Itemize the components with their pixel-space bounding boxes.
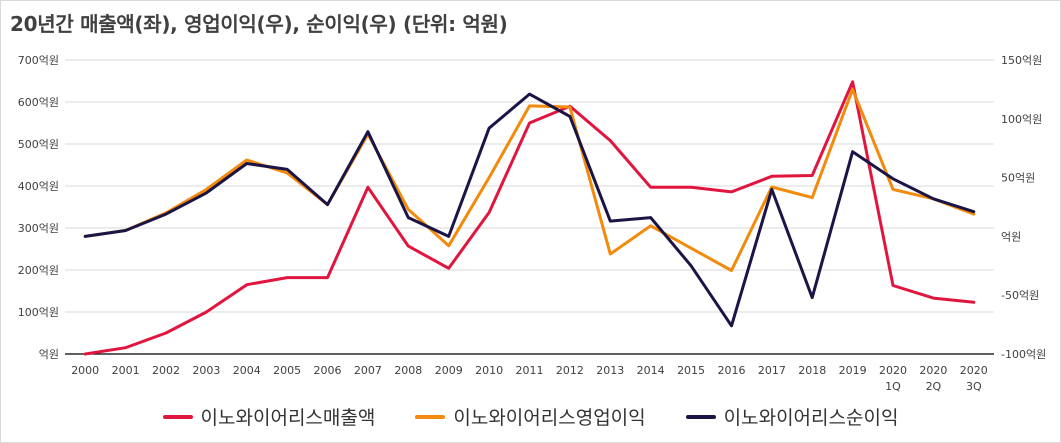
x-axis-tick-label: 3Q [966, 380, 982, 393]
x-axis-tick-label: 2012 [556, 364, 584, 377]
x-axis-tick-label: 2004 [233, 364, 261, 377]
x-axis-tick-label: 1Q [885, 380, 901, 393]
left-axis-tick-label: 400억원 [18, 180, 59, 193]
legend-label-net-profit: 이노와이어리스순이익 [723, 407, 899, 429]
right-axis-tick-label: 150억원 [1001, 54, 1042, 67]
legend-item-revenue: 이노와이어리스매출액 [162, 403, 376, 430]
x-axis-tick-label: 2000 [71, 364, 99, 377]
x-axis-tick-label: 2Q [926, 380, 942, 393]
legend-item-net-profit: 이노와이어리스순이익 [685, 403, 899, 430]
x-axis-tick-label: 2002 [152, 364, 180, 377]
x-axis-tick-label: 2001 [112, 364, 140, 377]
left-axis-tick-label: 300억원 [18, 222, 59, 235]
x-axis-tick-label: 2016 [717, 364, 745, 377]
right-axis-tick-label: 억원 [1001, 230, 1021, 243]
legend-swatch-revenue [162, 414, 193, 419]
x-axis-tick-label: 2013 [596, 364, 624, 377]
x-axis-tick-label: 2020 [919, 364, 947, 377]
x-axis-tick-label: 2005 [273, 364, 301, 377]
left-axis-tick-label: 500억원 [18, 138, 59, 151]
legend-swatch-operating-profit [415, 414, 446, 419]
left-axis-tick-label: 700억원 [18, 54, 59, 67]
right-axis-tick-label: 50억원 [1001, 172, 1035, 185]
left-axis-tick-label: 100억원 [18, 306, 59, 319]
legend-label-operating-profit: 이노와이어리스영업이익 [453, 407, 646, 429]
grid-lines [65, 59, 994, 313]
series-line-2 [83, 92, 976, 328]
series-line-0 [83, 80, 976, 356]
series-line-1 [83, 87, 976, 272]
x-axis-tick-label: 2015 [677, 364, 705, 377]
left-axis-tick-label: 200억원 [18, 264, 59, 277]
right-axis-tick-label: 100억원 [1001, 113, 1042, 126]
chart-title: 20년간 매출액(좌), 영업이익(우), 순이익(우) (단위: 억원) [10, 12, 508, 36]
x-axis-tick-label: 2019 [839, 364, 867, 377]
left-axis-tick-label: 억원 [39, 348, 59, 361]
legend: 이노와이어리스매출액 이노와이어리스영업이익 이노와이어리스순이익 [0, 403, 1061, 430]
x-axis-tick-label: 2011 [516, 364, 544, 377]
right-axis-tick-label: -50억원 [1001, 289, 1039, 302]
left-axis-tick-label: 600억원 [18, 96, 59, 109]
x-axis-tick-label: 2010 [475, 364, 503, 377]
x-axis-tick-label: 2020 [879, 364, 907, 377]
legend-swatch-net-profit [685, 414, 716, 419]
x-axis-tick-label: 2007 [354, 364, 382, 377]
series-lines [83, 80, 976, 356]
x-axis-tick-label: 2014 [637, 364, 665, 377]
x-axis-tick-label: 2009 [435, 364, 463, 377]
tick-labels: 억원 100억원 200억원 300억원 400억원 500억원 600억원 700억원 -10… [18, 54, 1046, 393]
x-axis-tick-label: 2003 [192, 364, 220, 377]
x-axis-tick-label: 2017 [758, 364, 786, 377]
x-axis-tick-label: 2020 [960, 364, 988, 377]
x-axis-tick-label: 2008 [394, 364, 422, 377]
x-axis-tick-label: 2018 [798, 364, 826, 377]
right-axis-tick-label: -100억원 [1001, 348, 1046, 361]
legend-label-revenue: 이노와이어리스매출액 [200, 407, 376, 429]
x-axis-tick-label: 2006 [314, 364, 342, 377]
legend-item-operating-profit: 이노와이어리스영업이익 [415, 403, 646, 430]
